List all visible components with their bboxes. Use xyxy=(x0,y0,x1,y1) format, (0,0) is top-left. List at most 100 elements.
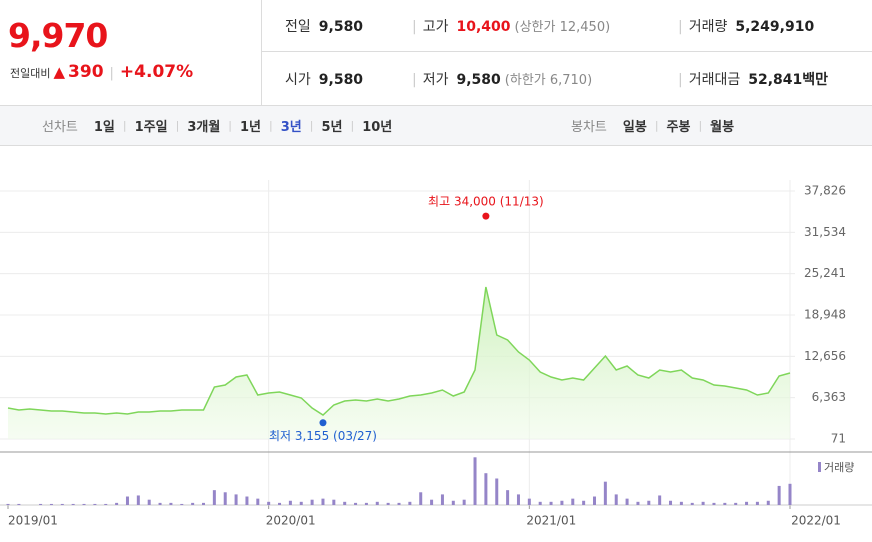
stat-value: 10,400 xyxy=(456,18,511,35)
change-percent: +4.07% xyxy=(119,62,194,82)
stat-label: 고가 xyxy=(422,18,449,35)
volume-bar xyxy=(538,501,542,505)
change-arrow: ▲ xyxy=(53,63,66,81)
separator: | xyxy=(412,18,417,35)
plot: 71 6,363 12,656 18,948 25,241 31,534 37,826 201… xyxy=(0,180,872,528)
stat: 시가 9,580 xyxy=(285,69,363,89)
volume-bar xyxy=(60,503,64,505)
tab-group-label: 봉차트 xyxy=(571,120,607,135)
tab[interactable]: 1주일 xyxy=(134,120,168,135)
volume-bar xyxy=(527,498,531,505)
volume-bar xyxy=(375,501,379,505)
stat-label: 전일 xyxy=(285,18,311,35)
volume-bar xyxy=(690,502,694,505)
volume-bar xyxy=(310,499,314,505)
volume-bar xyxy=(647,500,651,505)
volume-bar xyxy=(147,499,151,505)
volume-bar xyxy=(712,502,716,505)
volume-bar xyxy=(354,502,358,505)
tab[interactable]: 3개월 xyxy=(187,120,221,135)
tab[interactable]: 일봉 xyxy=(622,120,647,135)
tab[interactable]: 5년 xyxy=(321,120,343,135)
volume-bar xyxy=(288,500,292,505)
volume-bar xyxy=(734,502,738,505)
stat: | 저가 9,580 (하한가 6,710) xyxy=(412,69,592,89)
volume-bar xyxy=(93,503,97,505)
tab[interactable]: 월봉 xyxy=(710,120,735,135)
stat-value: 5,249,910 xyxy=(735,18,815,35)
volume-bar xyxy=(278,502,282,505)
tab[interactable]: 주봉 xyxy=(666,120,691,135)
volume-bar xyxy=(462,499,466,505)
volume-bar xyxy=(234,494,238,505)
volume-bar xyxy=(397,502,401,505)
stat-note: (하한가 6,710) xyxy=(504,73,593,88)
volume-bar xyxy=(777,485,781,505)
separator: | xyxy=(228,119,232,132)
tab[interactable]: 1년 xyxy=(240,120,262,135)
separator: | xyxy=(698,119,703,132)
volume-bar xyxy=(267,501,271,505)
volume-bar xyxy=(104,503,108,505)
quote-header: 9,970 전일대비 ▲ 390 | +4.07% 전일 9,580 | 고가 … xyxy=(0,0,872,106)
volume-bar xyxy=(6,503,10,505)
volume-bar xyxy=(745,501,749,505)
x-tick-label: 2020/01 xyxy=(266,514,316,528)
separator: | xyxy=(109,66,114,81)
y-tick-label: 12,656 xyxy=(804,349,846,363)
stat: | 거래대금 52,841백만 xyxy=(678,69,828,89)
separator: | xyxy=(678,18,683,35)
volume-bar xyxy=(39,503,43,505)
volume-bar xyxy=(125,496,129,505)
volume-bar xyxy=(419,492,423,505)
y-tick-label: 6,363 xyxy=(812,390,846,404)
volume-bar xyxy=(723,502,727,505)
volume-bar xyxy=(212,490,216,505)
volume-bar xyxy=(245,496,249,505)
x-tick-label: 2022/01 xyxy=(791,514,841,528)
volume-bar xyxy=(17,503,21,505)
stat-value: 52,841백만 xyxy=(748,69,828,89)
y-tick-label: 18,948 xyxy=(804,308,846,322)
volume-bar xyxy=(560,500,564,505)
volume-bar xyxy=(549,501,553,505)
stats-row: 전일 9,580 | 고가 10,400 (상한가 12,450) | 거래량 … xyxy=(262,0,872,52)
volume-bar xyxy=(386,502,390,505)
tab-group-label: 선차트 xyxy=(42,120,78,135)
chart: 71 6,363 12,656 18,948 25,241 31,534 37,826 201… xyxy=(0,180,872,528)
volume-bar xyxy=(625,498,629,505)
stat-label: 시가 xyxy=(285,72,311,88)
volume-bar xyxy=(169,502,173,505)
stat-note: (상한가 12,450) xyxy=(514,19,611,35)
tab[interactable]: 1일 xyxy=(93,120,115,135)
tab[interactable]: 10년 xyxy=(362,120,393,135)
volume-bar xyxy=(256,498,260,505)
volume-bar xyxy=(593,496,596,505)
change-amount: 390 xyxy=(68,62,104,82)
volume-bar xyxy=(71,503,75,505)
volume-bar xyxy=(191,502,195,505)
legend-label: 거래량 xyxy=(824,461,854,474)
stat-label: 거래대금 xyxy=(688,72,741,88)
legend-swatch xyxy=(818,462,821,472)
volume-bar xyxy=(658,495,662,505)
tab[interactable]: 3년 xyxy=(280,120,302,135)
volume-bar xyxy=(679,501,683,505)
stat-label: 거래량 xyxy=(688,18,728,35)
separator: | xyxy=(175,119,180,132)
y-tick-label: 31,534 xyxy=(804,225,846,239)
separator: | xyxy=(412,72,417,88)
volume-bar xyxy=(430,499,434,505)
stat: 전일 9,580 xyxy=(285,16,363,36)
volume-bar xyxy=(136,495,140,505)
low-label: 최저 3,155 (03/27) xyxy=(269,429,377,443)
volume-bar xyxy=(408,501,412,505)
volume-bar xyxy=(158,502,162,505)
current-price: 9,970 xyxy=(8,16,108,55)
volume-bar xyxy=(484,473,488,505)
x-tick-label: 2019/01 xyxy=(8,514,58,528)
quote-box: 9,970 전일대비 ▲ 390 | +4.07% xyxy=(0,0,262,105)
volume-bar xyxy=(473,457,477,505)
stat-value: 9,580 xyxy=(456,72,501,88)
